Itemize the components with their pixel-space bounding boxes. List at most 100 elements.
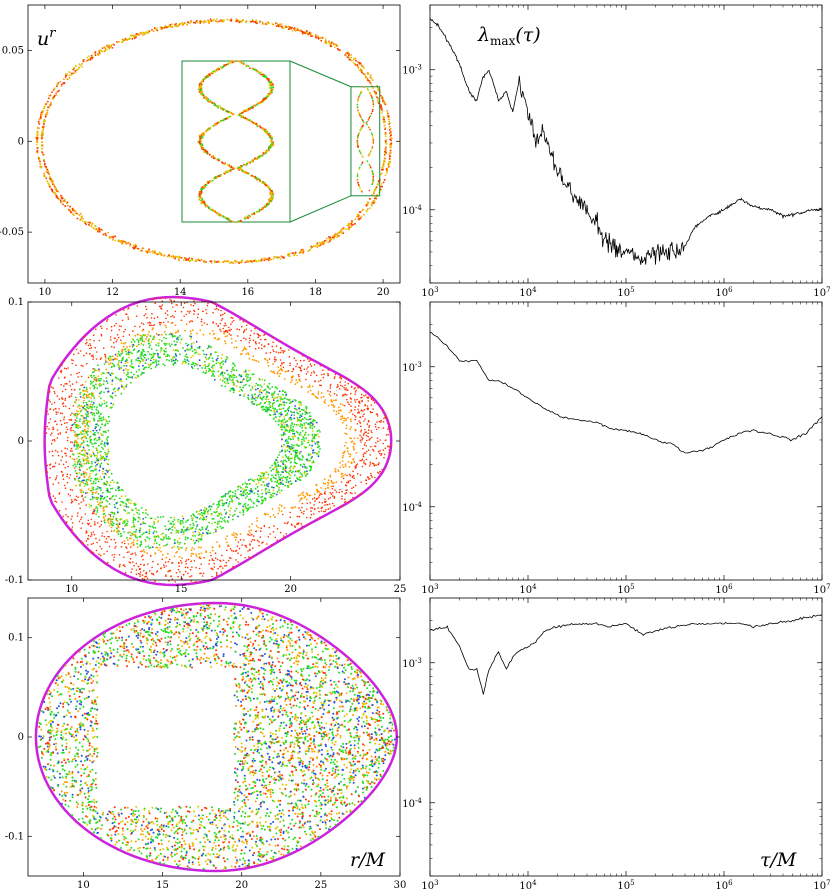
scatter-point (147, 30, 150, 33)
scatter-point (369, 151, 372, 153)
scatter-point (190, 549, 193, 551)
scatter-point (348, 403, 350, 406)
scatter-point (104, 359, 107, 362)
scatter-point (370, 94, 372, 97)
scatter-point (51, 91, 53, 94)
scatter-point (272, 531, 275, 533)
scatter-point (365, 122, 368, 124)
scatter-point (330, 485, 333, 488)
scatter-point (103, 517, 105, 519)
scatter-point (307, 32, 310, 35)
scatter-point (252, 535, 255, 537)
scatter-point (341, 456, 344, 459)
scatter-point (328, 40, 330, 43)
scatter-point (372, 105, 375, 108)
scatter-point (50, 386, 53, 389)
scatter-point (291, 29, 294, 32)
scatter-point (166, 358, 168, 361)
scatter-point (327, 508, 330, 510)
scatter-point (282, 537, 285, 539)
scatter-point (254, 175, 256, 178)
scatter-point (45, 432, 48, 434)
scatter-point (373, 200, 376, 203)
scatter-point (56, 90, 59, 93)
scatter-point (70, 447, 73, 450)
scatter-point (107, 44, 109, 47)
scatter-point (228, 326, 230, 329)
scatter-point (150, 324, 152, 327)
scatter-point (176, 25, 179, 28)
scatter-point (225, 561, 228, 564)
scatter-point (137, 565, 140, 568)
scatter-point (377, 450, 380, 453)
scatter-point (254, 260, 257, 262)
scatter-point (384, 439, 387, 441)
scatter-point (241, 20, 244, 23)
scatter-point (53, 438, 56, 441)
scatter-point (212, 18, 215, 21)
scatter-point (80, 443, 82, 446)
scatter-point (168, 254, 170, 257)
scatter-point (362, 434, 365, 436)
scatter-point (354, 418, 357, 421)
scatter-point (227, 544, 230, 546)
scatter-point (80, 375, 83, 378)
scatter-point (206, 97, 208, 100)
scatter-point (160, 253, 163, 255)
scatter-point (142, 34, 144, 36)
inset-source-box (350, 86, 381, 197)
scatter-point (295, 365, 297, 368)
scatter-point (200, 140, 203, 142)
scatter-point (51, 439, 54, 442)
scatter-point (343, 501, 346, 504)
scatter-point (159, 323, 161, 326)
scatter-point (311, 507, 314, 509)
scatter-point (109, 339, 112, 341)
scatter-point (220, 319, 223, 322)
scatter-point (140, 550, 142, 553)
scatter-point (66, 475, 68, 478)
scatter-point (89, 58, 92, 61)
scatter-point (71, 528, 73, 530)
scatter-point (291, 379, 293, 382)
scatter-point (150, 572, 153, 575)
scatter-point (359, 459, 362, 462)
scatter-point (257, 526, 259, 529)
scatter-point (52, 454, 54, 457)
scatter-point (303, 31, 306, 34)
scatter-point (216, 338, 219, 341)
scatter-point (54, 392, 56, 395)
scatter-point (77, 512, 79, 514)
scatter-point (148, 331, 151, 333)
scatter-point (382, 449, 385, 451)
scatter-point (386, 111, 389, 114)
scatter-point (38, 118, 41, 121)
y-tick-label: -0.05 (0, 227, 24, 238)
scatter-point (225, 330, 227, 333)
scatter-point (39, 160, 41, 163)
scatter-point (249, 161, 251, 163)
scatter-point (59, 412, 62, 414)
scatter-point (279, 351, 282, 354)
scatter-point (47, 413, 49, 415)
scatter-point (252, 339, 255, 342)
scatter-point (255, 360, 258, 362)
scatter-point (74, 421, 76, 424)
scatter-point (203, 20, 206, 22)
scatter-point (224, 216, 227, 219)
scatter-point (107, 448, 109, 451)
scatter-point (272, 349, 275, 351)
scatter-point (52, 428, 55, 430)
scatter-point (115, 545, 117, 548)
scatter-point (203, 260, 206, 262)
scatter-point (85, 352, 88, 355)
scatter-point (357, 386, 359, 389)
x-tick-label: 18 (309, 287, 322, 298)
scatter-point (88, 221, 90, 224)
scatter-point (63, 484, 66, 487)
scatter-point (168, 255, 171, 258)
scatter-point (221, 66, 224, 69)
scatter-point (130, 553, 132, 556)
scatter-point (199, 21, 202, 23)
